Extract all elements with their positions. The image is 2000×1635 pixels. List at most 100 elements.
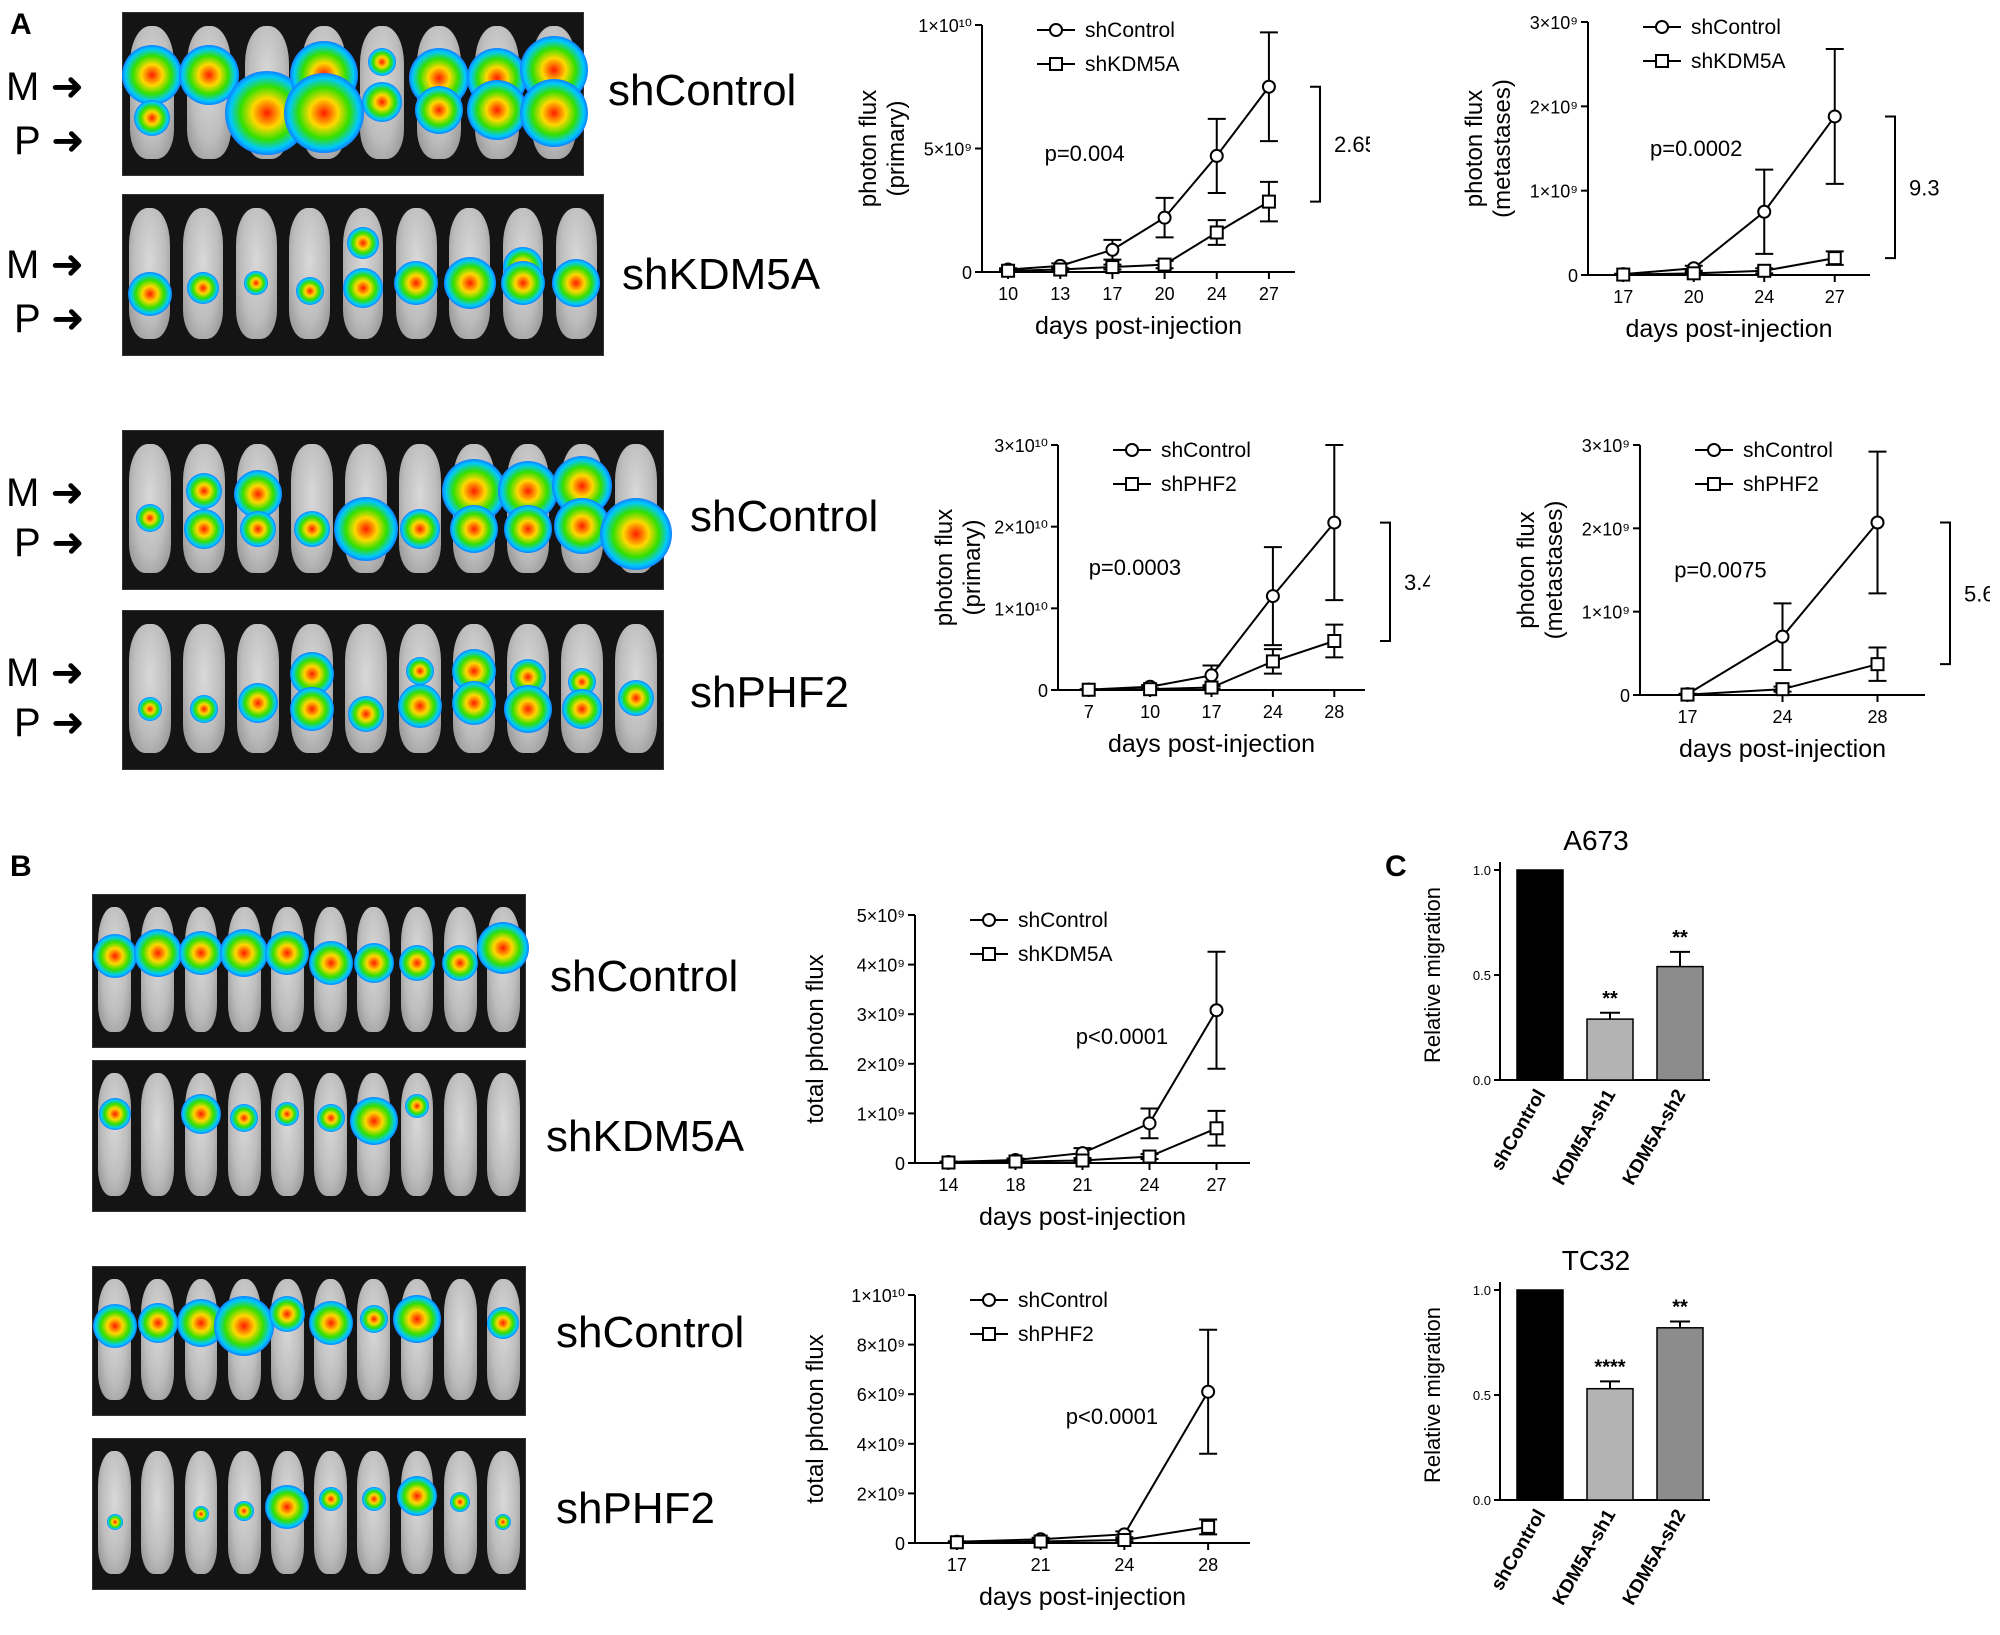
bioluminescence-signal: [133, 100, 170, 137]
y-tick-label: 0.0: [1473, 1073, 1491, 1088]
bioluminescence-signal: [265, 930, 310, 975]
data-point: [1616, 267, 1631, 282]
data-point: [1053, 262, 1068, 277]
data-point: [1327, 634, 1342, 648]
bioluminescence-signal: [393, 1294, 441, 1343]
group-label-shcontrol: shControl: [608, 66, 797, 115]
x-tick-label: 24: [1207, 284, 1227, 304]
bioluminescence-signal: [504, 504, 552, 553]
p-arrow-label: P ➜: [14, 521, 85, 565]
bioluminescence-signal: [452, 680, 496, 725]
y-axis-label: (metastases): [1541, 501, 1568, 640]
legend-marker: [982, 1327, 996, 1341]
mouse-image: [314, 1451, 347, 1574]
x-tick-label: 27: [1206, 1175, 1226, 1195]
bioluminescence-signal: [406, 657, 434, 686]
mouse-image: [314, 1073, 347, 1196]
bioluminescence-signal: [179, 930, 223, 975]
panel-letter-c: C: [1385, 850, 1407, 883]
mouse-image: [141, 1073, 175, 1196]
x-tick-label: 13: [1050, 284, 1070, 304]
data-point: [1081, 682, 1096, 697]
bioluminescence-signal: [397, 1476, 437, 1516]
bar-kdm5a-sh1: [1586, 1018, 1634, 1081]
chart-c-tc32: TC32 0.0 0.5 1.0 Relative migration shControl…: [1420, 1245, 1710, 1609]
significance-stars: **: [1672, 1297, 1688, 1319]
x-tick-label: 21: [1031, 1555, 1051, 1575]
bioluminescence-signal: [121, 44, 182, 105]
data-point: [949, 1535, 964, 1550]
chart-b2-total: 0 2×10⁹ 4×10⁹ 6×10⁹ 8×10⁹ 1×10¹⁰ 17 21 24 28 days …: [802, 1286, 1250, 1611]
bioluminescence-signal: [265, 1484, 310, 1529]
x-tick-label: 17: [1677, 707, 1697, 727]
legend-label: shControl: [1018, 909, 1108, 932]
data-point: [1204, 668, 1219, 683]
chart-title: A673: [1563, 825, 1628, 856]
bar-kdm5a-sh1: [1586, 1387, 1634, 1501]
mouse-image: [357, 1451, 391, 1574]
data-point: [1157, 257, 1172, 272]
y-tick-label: 0: [895, 1154, 905, 1174]
bioluminescence-signal: [138, 696, 162, 721]
group-label-shphf2: shPHF2: [690, 668, 849, 717]
legend-label: shControl: [1161, 439, 1251, 462]
category-label: KDM5A-sh1: [1549, 1506, 1621, 1609]
fold-bracket: [1885, 115, 1896, 260]
y-tick-label: 0: [1038, 681, 1048, 701]
data-point: [1870, 657, 1885, 672]
bli-image-shcontrol: [122, 430, 672, 590]
bioluminescence-signal: [562, 688, 602, 729]
bioluminescence-signal: [318, 1487, 343, 1511]
bioluminescence-signal: [190, 694, 218, 723]
series-line-shkdm5a: [1623, 257, 1835, 276]
data-point: [1261, 194, 1276, 209]
bioluminescence-signal: [367, 47, 396, 76]
x-axis-label: days post-injection: [1679, 735, 1886, 763]
group-label-shcontrol: shControl: [550, 952, 739, 1001]
data-point: [1775, 629, 1790, 644]
bli-image-shphf2: [122, 610, 664, 770]
bioluminescence-signal: [495, 1513, 512, 1530]
x-tick-label: 17: [1201, 702, 1221, 722]
data-point: [1775, 682, 1790, 697]
y-tick-label: 6×10⁹: [857, 1385, 905, 1405]
x-tick-label: 14: [938, 1175, 958, 1195]
bioluminescence-signal: [487, 1307, 520, 1340]
bioluminescence-signal: [450, 1492, 471, 1512]
data-point: [1157, 210, 1172, 225]
mouse-image: [183, 623, 225, 754]
group-label-shkdm5a: shKDM5A: [622, 250, 821, 299]
mouse-image: [98, 1073, 131, 1196]
bioluminescence-signal: [600, 497, 672, 570]
bioluminescence-signal: [442, 945, 479, 982]
legend-label: shPHF2: [1743, 473, 1819, 496]
y-tick-label: 1.0: [1473, 1283, 1491, 1298]
y-tick-label: 1×10¹⁰: [851, 1286, 905, 1306]
bioluminescence-signal: [127, 272, 172, 317]
y-tick-label: 1.0: [1473, 863, 1491, 878]
bioluminescence-signal: [234, 1501, 255, 1521]
mouse-image: [141, 1451, 175, 1574]
bioluminescence-signal: [349, 1097, 398, 1145]
p-value: p<0.0001: [1076, 1024, 1168, 1049]
bioluminescence-signal: [234, 470, 282, 519]
x-tick-label: 24: [1772, 707, 1792, 727]
bioluminescence-signal: [361, 1487, 386, 1511]
bioluminescence-signal: [466, 80, 527, 141]
chart-c-a673: A673 0.0 0.5 1.0 Relative migration shControl…: [1420, 825, 1710, 1189]
x-tick-label: 17: [1613, 287, 1633, 307]
x-tick-label: 17: [947, 1555, 967, 1575]
x-axis-label: days post-injection: [979, 1203, 1186, 1231]
bioluminescence-signal: [244, 271, 269, 295]
x-axis-label: days post-injection: [1035, 312, 1242, 340]
data-point: [1142, 1116, 1157, 1131]
p-value: p=0.0003: [1089, 555, 1181, 580]
p-value: p<0.0001: [1066, 1404, 1158, 1429]
y-tick-label: 1×10¹⁰: [994, 599, 1048, 619]
y-tick-label: 4×10⁹: [857, 956, 905, 976]
data-point: [1001, 263, 1016, 278]
data-point: [941, 1155, 956, 1170]
y-axis-label: Relative migration: [1420, 887, 1445, 1063]
bioluminescence-signal: [187, 271, 219, 304]
y-tick-label: 0: [962, 263, 972, 283]
